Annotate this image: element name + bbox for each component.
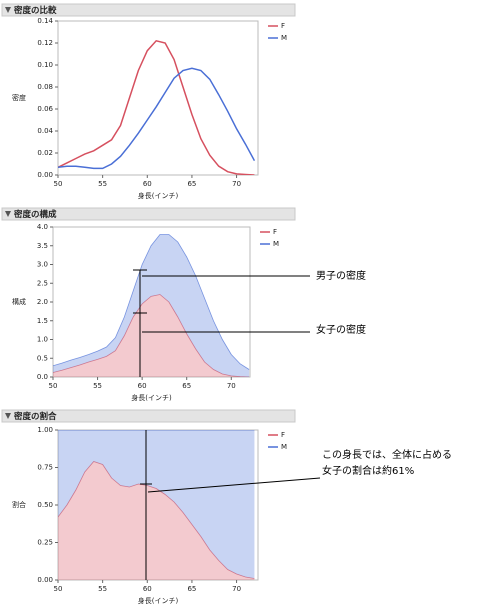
stacked-area <box>58 461 255 580</box>
disclosure-icon <box>5 7 11 13</box>
y-tick-label: 0.75 <box>37 464 53 472</box>
y-tick-label: 0.10 <box>37 61 53 69</box>
y-tick-label: 0.04 <box>37 127 53 135</box>
x-tick-label: 65 <box>182 382 191 390</box>
plot-area <box>52 226 251 378</box>
legend-label: M <box>281 443 287 451</box>
plot-area <box>57 20 259 176</box>
x-tick-label: 55 <box>98 180 107 188</box>
y-axis-label: 密度 <box>12 93 26 102</box>
y-tick-label: 1.00 <box>37 426 53 434</box>
y-tick-label: 1.0 <box>37 336 48 344</box>
x-axis-label: 身長(インチ) <box>131 393 172 402</box>
annotation: 女子の密度 <box>316 323 366 336</box>
annotation: この身長では、全体に占める <box>322 448 452 461</box>
y-tick-label: 0.06 <box>37 105 53 113</box>
section-header <box>1 409 296 423</box>
legend-label: F <box>273 228 277 236</box>
legend-label: M <box>273 240 279 248</box>
x-tick-label: 70 <box>232 585 241 593</box>
x-tick-label: 55 <box>93 382 102 390</box>
stacked-area <box>53 234 250 377</box>
x-tick-label: 65 <box>187 180 196 188</box>
y-tick-label: 0.0 <box>37 373 48 381</box>
x-tick-label: 50 <box>49 382 58 390</box>
x-tick-label: 60 <box>143 585 152 593</box>
x-tick-label: 70 <box>227 382 236 390</box>
density-line <box>58 39 255 175</box>
y-axis-label: 構成 <box>12 297 26 306</box>
plot-area <box>57 429 259 581</box>
x-axis-label: 身長(インチ) <box>138 596 179 605</box>
disclosure-icon <box>5 413 11 419</box>
legend-label: F <box>281 431 285 439</box>
stacked-area <box>58 430 255 579</box>
y-tick-label: 0.5 <box>37 354 48 362</box>
crosshair-proportion <box>140 430 321 580</box>
y-tick-label: 4.0 <box>37 223 48 231</box>
y-tick-label: 2.5 <box>37 279 48 287</box>
x-tick-label: 60 <box>143 180 152 188</box>
y-tick-label: 3.0 <box>37 261 48 269</box>
y-tick-label: 1.5 <box>37 317 48 325</box>
section-title: 密度の割合 <box>13 411 57 422</box>
y-axis-label: 割合 <box>12 500 26 509</box>
x-tick-label: 60 <box>138 382 147 390</box>
x-tick-label: 65 <box>187 585 196 593</box>
area-edge <box>53 234 250 370</box>
stacked-area <box>53 294 250 377</box>
density-line <box>58 67 256 170</box>
y-tick-label: 0.08 <box>37 83 53 91</box>
x-axis-label: 身長(インチ) <box>138 191 179 200</box>
x-tick-label: 50 <box>54 585 63 593</box>
section-header <box>1 3 296 17</box>
legend-label: F <box>281 22 285 30</box>
section-header <box>1 207 296 221</box>
section-title: 密度の構成 <box>13 209 57 220</box>
y-tick-label: 0.12 <box>37 39 53 47</box>
disclosure-icon <box>5 211 11 217</box>
x-tick-label: 55 <box>98 585 107 593</box>
y-tick-label: 0.02 <box>37 149 53 157</box>
crosshair-constituent <box>133 269 310 377</box>
area-edge <box>53 294 250 377</box>
y-tick-label: 0.25 <box>37 539 53 547</box>
y-tick-label: 2.0 <box>37 298 48 306</box>
area-edge <box>58 461 255 579</box>
y-tick-label: 0.00 <box>37 171 53 179</box>
y-tick-label: 0.00 <box>37 576 53 584</box>
legend-label: M <box>281 34 287 42</box>
y-tick-label: 0.50 <box>37 501 53 509</box>
section-title: 密度の比較 <box>13 5 57 16</box>
annotation: 女子の割合は約61% <box>322 464 414 477</box>
x-tick-label: 50 <box>54 180 63 188</box>
annotation: 男子の密度 <box>316 269 366 282</box>
x-tick-label: 70 <box>232 180 241 188</box>
y-tick-label: 3.5 <box>37 242 48 250</box>
y-tick-label: 0.14 <box>37 17 53 25</box>
